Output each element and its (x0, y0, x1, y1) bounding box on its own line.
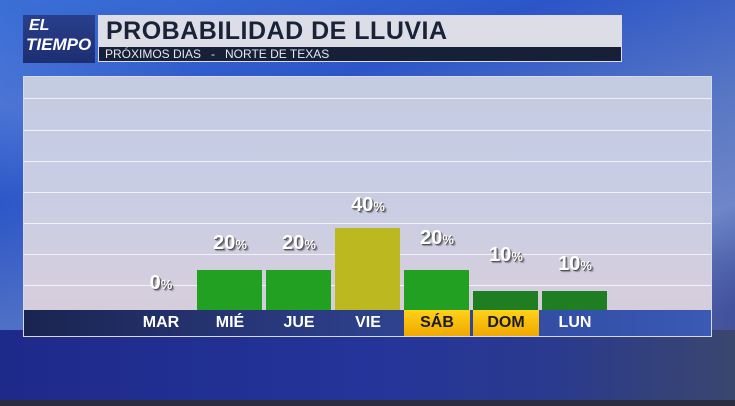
bar-value-dom: 10% (489, 244, 523, 266)
title-banner: PROBABILIDAD DE LLUVIA (98, 15, 622, 47)
logo-line2: TIEMPO (26, 35, 92, 54)
x-tick-lun: LUN (558, 314, 592, 331)
gridline (24, 161, 711, 162)
chart-title: PROBABILIDAD DE LLUVIA (106, 17, 448, 45)
bar-value-vie: 40% (351, 194, 385, 216)
x-axis-band: MAR MIÉ JUE VIE SÁB DOM LUN (24, 310, 711, 336)
bar-value-lun: 10% (558, 253, 592, 275)
bottom-strip (0, 400, 735, 406)
gridline (24, 192, 711, 193)
bar-dom (473, 291, 538, 310)
x-tick-mie: MIÉ (215, 314, 245, 331)
x-tick-sab: SÁB (404, 310, 470, 336)
gridline (24, 130, 711, 131)
chart-subtitle: PRÓXIMOS DIAS - NORTE DE TEXAS (105, 47, 330, 61)
el-tiempo-logo: EL TIEMPO (23, 15, 95, 63)
bar-mie (197, 270, 262, 310)
logo-line1: EL (29, 17, 50, 34)
gridline (24, 98, 711, 99)
bar-lun (542, 291, 607, 310)
chart-plot-area: 0% 20% 20% 40% 20% 10% 10% MAR MIÉ JUE V… (23, 76, 712, 337)
x-tick-dom: DOM (473, 310, 539, 336)
x-tick-jue: JUE (283, 314, 315, 331)
gridline (24, 223, 711, 224)
bar-value-mie: 20% (213, 232, 247, 254)
bar-sab (404, 270, 469, 310)
x-tick-vie: VIE (355, 314, 381, 331)
bar-vie (335, 228, 400, 310)
bar-value-mar: 0% (149, 272, 173, 294)
bar-value-jue: 20% (282, 232, 316, 254)
bar-value-sab: 20% (420, 227, 454, 249)
bar-jue (266, 270, 331, 310)
background-lower (0, 330, 735, 406)
x-tick-mar: MAR (142, 314, 180, 331)
subtitle-banner: PRÓXIMOS DIAS - NORTE DE TEXAS (98, 47, 622, 62)
